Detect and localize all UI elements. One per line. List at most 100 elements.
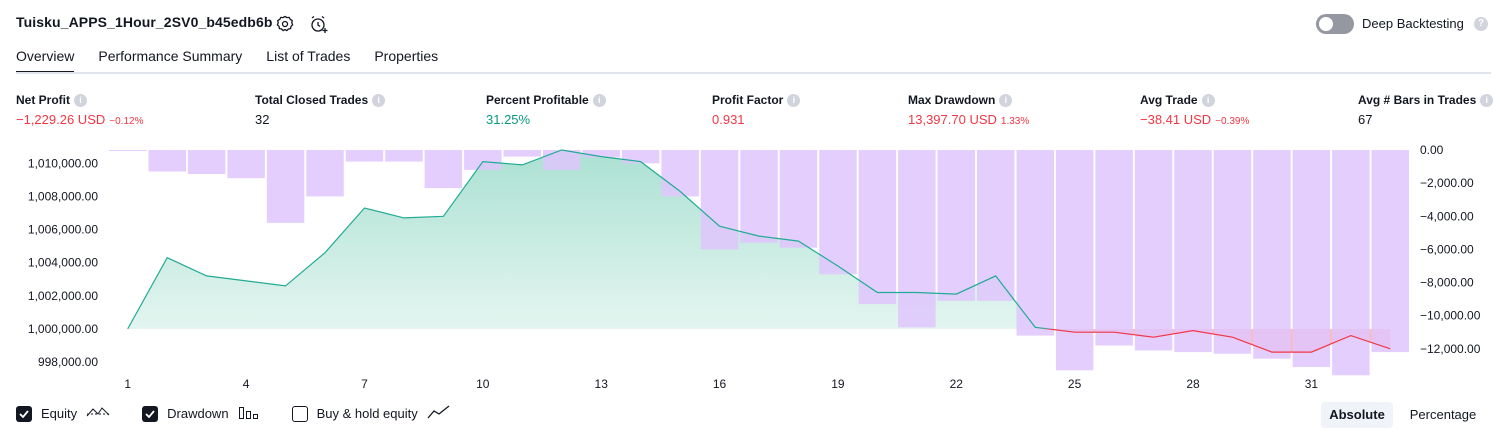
- tab-list-of-trades[interactable]: List of Trades: [266, 48, 351, 64]
- drawdown-bar: [700, 150, 739, 250]
- drawdown-bar: [779, 150, 818, 248]
- info-icon[interactable]: i: [592, 93, 606, 107]
- metric-label: Max Drawdown: [908, 93, 996, 107]
- metric-value: 0.931: [712, 112, 745, 127]
- drawdown-bar: [266, 150, 305, 223]
- left-tick-label: 1,006,000.00: [28, 223, 98, 237]
- tab-performance-summary[interactable]: Performance Summary: [98, 48, 243, 64]
- chart-legend: Equity Drawdown Buy & hold equity: [16, 404, 483, 423]
- drawdown-bar: [937, 150, 975, 301]
- strategy-title: Tuisku_APPS_1Hour_2SV0_b45edb6b: [16, 14, 273, 30]
- add-alert-icon[interactable]: [309, 14, 329, 34]
- info-icon[interactable]: i: [1480, 93, 1494, 107]
- metric-total-closed-trades: Total Closed Trades i 32: [255, 93, 386, 127]
- drawdown-bar: [1174, 150, 1212, 353]
- left-tick-label: 1,010,000.00: [28, 156, 98, 170]
- absolute-button[interactable]: Absolute: [1321, 402, 1393, 428]
- percentage-button[interactable]: Percentage: [1409, 407, 1477, 422]
- metric-value: −38.41 USD: [1140, 112, 1212, 127]
- tab-overview[interactable]: Overview: [16, 48, 75, 74]
- x-axis: 1 4 7 10 13 16 19 22 25 28 31: [124, 377, 1318, 391]
- left-tick-label: 1,008,000.00: [28, 189, 98, 203]
- drawdown-bar: [977, 150, 1015, 301]
- info-icon[interactable]: i: [74, 93, 87, 107]
- equity-line-icon: [86, 404, 110, 423]
- left-tick-label: 998,000.00: [38, 355, 98, 369]
- x-tick-label: 10: [476, 377, 490, 391]
- x-tick-label: 19: [831, 377, 845, 391]
- deep-backtesting-label: Deep Backtesting: [1362, 16, 1464, 31]
- drawdown-bar: [385, 150, 423, 162]
- buy-hold-checkbox[interactable]: [291, 405, 308, 422]
- x-tick-label: 28: [1186, 377, 1200, 391]
- metric-value: 13,397.70 USD: [908, 112, 997, 127]
- help-icon[interactable]: ?: [1474, 17, 1488, 31]
- metric-label: Profit Factor: [712, 93, 784, 107]
- metric-label: Net Profit: [16, 93, 70, 107]
- drawdown-bar: [424, 150, 463, 189]
- equity-loss-line: [127, 328, 1391, 353]
- buy-hold-label: Buy & hold equity: [316, 406, 418, 421]
- drawdown-bar: [1134, 150, 1173, 351]
- metric-percent-profitable: Percent Profitable i 31.25%: [486, 93, 606, 127]
- drawdown-bar: [1016, 150, 1054, 336]
- drawdown-bars-icon: [238, 404, 260, 423]
- drawdown-bar: [109, 150, 147, 151]
- drawdown-bar: [345, 150, 384, 162]
- legend-equity[interactable]: Equity: [16, 404, 110, 423]
- metric-sub: 1.33%: [1000, 116, 1030, 127]
- drawdown-bar: [1253, 150, 1291, 359]
- right-tick-label: 0.00: [1420, 143, 1444, 157]
- right-tick-label: −10,000.00: [1420, 309, 1481, 323]
- metric-value: −1,229.26 USD: [16, 112, 106, 127]
- x-tick-label: 22: [950, 377, 964, 391]
- tab-properties[interactable]: Properties: [374, 48, 439, 64]
- drawdown-bar: [1213, 150, 1252, 354]
- drawdown-bar: [503, 150, 541, 157]
- drawdown-bar: [543, 150, 581, 170]
- info-icon[interactable]: i: [999, 93, 1013, 107]
- metric-avg-trade: Avg Trade i −38.41 USD −0.39%: [1140, 93, 1249, 127]
- info-icon[interactable]: i: [372, 93, 386, 107]
- metric-value: 32: [255, 112, 270, 127]
- metric-sub: −0.12%: [109, 116, 144, 127]
- drawdown-bar: [1292, 150, 1331, 367]
- metric-sub: −0.39%: [1215, 116, 1250, 127]
- deep-backtesting-toggle[interactable]: [1316, 14, 1354, 34]
- drawdown-bar: [661, 150, 699, 197]
- equity-chart[interactable]: 1,010,000.00 1,008,000.00 1,006,000.00 1,00…: [0, 140, 1507, 395]
- x-tick-label: 16: [713, 377, 727, 391]
- x-tick-label: 4: [243, 377, 250, 391]
- left-tick-label: 1,004,000.00: [28, 256, 98, 270]
- drawdown-bar: [1055, 150, 1094, 371]
- legend-drawdown[interactable]: Drawdown: [142, 404, 259, 423]
- settings-icon[interactable]: [276, 15, 294, 33]
- drawdown-bar: [1371, 150, 1409, 353]
- tabs-divider: [16, 72, 1491, 74]
- metric-profit-factor: Profit Factor i 0.931: [712, 93, 801, 127]
- x-tick-label: 25: [1068, 377, 1082, 391]
- metric-label: Avg Trade: [1140, 93, 1198, 107]
- drawdown-checkbox[interactable]: [142, 405, 159, 422]
- drawdown-bars: [109, 150, 1409, 376]
- x-tick-label: 7: [361, 377, 368, 391]
- metric-label: Avg # Bars in Trades: [1358, 93, 1477, 107]
- equity-label: Equity: [41, 406, 78, 421]
- equity-checkbox[interactable]: [16, 405, 32, 422]
- drawdown-bar: [819, 150, 857, 275]
- drawdown-bar: [148, 150, 186, 172]
- left-tick-label: 1,002,000.00: [28, 289, 98, 303]
- drawdown-bar: [464, 150, 502, 170]
- x-tick-label: 31: [1305, 377, 1319, 391]
- drawdown-bar: [1095, 150, 1133, 346]
- info-icon[interactable]: i: [787, 93, 801, 107]
- x-tick-label: 13: [595, 377, 609, 391]
- drawdown-bar: [740, 150, 778, 243]
- right-tick-label: −6,000.00: [1420, 242, 1474, 256]
- info-icon[interactable]: i: [1201, 93, 1215, 107]
- drawdown-bar: [187, 150, 226, 174]
- x-tick-label: 1: [124, 377, 131, 391]
- drawdown-bar: [898, 150, 936, 328]
- legend-buy-hold[interactable]: Buy & hold equity: [291, 404, 451, 423]
- metric-avg-bars-in-trades: Avg # Bars in Trades i 67: [1358, 93, 1494, 127]
